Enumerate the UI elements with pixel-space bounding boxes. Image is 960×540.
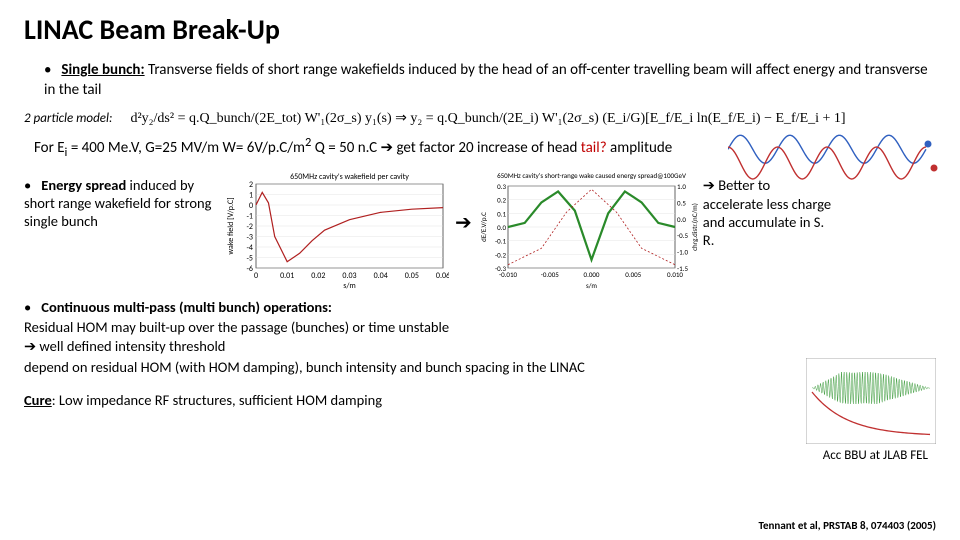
multipass-l2: Residual HOM may built-up over the passa… [24, 318, 449, 336]
svg-text:1.0: 1.0 [677, 182, 686, 191]
svg-text:wake field [V/p.C]: wake field [V/p.C] [226, 197, 236, 254]
svg-text:0.5: 0.5 [677, 198, 686, 207]
svg-text:s/m: s/m [586, 281, 597, 290]
svg-text:s/m: s/m [343, 281, 356, 290]
svg-text:-1.0: -1.0 [677, 248, 688, 257]
cure-rest: : Low impedance RF structures, sufficien… [52, 391, 382, 409]
cure-lead: Cure [24, 391, 52, 409]
page-title: LINAC Beam Break-Up [24, 12, 936, 47]
svg-text:0: 0 [249, 201, 253, 211]
svg-text:chrg.distr.(nC/m): chrg.distr.(nC/m) [690, 203, 699, 251]
svg-text:dE/E.V/p.C: dE/E.V/p.C [479, 212, 488, 242]
mid-row: • Energy spread induced by short range w… [24, 170, 936, 290]
svg-text:650MHz cavity's short-range wa: 650MHz cavity's short-range wake caused … [497, 171, 686, 180]
svg-text:0.0: 0.0 [497, 223, 506, 232]
wakefield-chart: -6-5-4-3-2-101200.010.020.030.040.050.06… [224, 170, 449, 290]
svg-text:-6: -6 [246, 264, 253, 274]
svg-text:0.0: 0.0 [677, 215, 686, 224]
bbu-chart [806, 358, 936, 444]
model-label: 2 particle model: [24, 111, 112, 126]
model-row: 2 particle model: d²y₂/ds² = q.Q_bunch/(… [24, 110, 936, 127]
two-wave-diagram [728, 130, 938, 185]
svg-text:0.01: 0.01 [280, 271, 294, 281]
svg-text:0: 0 [254, 271, 258, 281]
multipass-l4: depend on residual HOM (with HOM damping… [24, 358, 585, 376]
multipass-lead: Continuous multi-pass (multi bunch) oper… [41, 298, 332, 316]
svg-text:0.03: 0.03 [342, 271, 356, 281]
svg-text:-0.1: -0.1 [495, 237, 506, 246]
param-d: get factor 20 increase of head [393, 139, 581, 157]
bullet-lead: Single bunch: [61, 61, 144, 79]
energy-spread-text: • Energy spread induced by short range w… [24, 170, 224, 230]
svg-text:0.3: 0.3 [497, 182, 506, 191]
param-amp: amplitude [607, 139, 673, 157]
arrow-icon: ➔ [449, 170, 478, 235]
svg-text:0.010: 0.010 [667, 270, 683, 279]
svg-text:-0.005: -0.005 [540, 270, 559, 279]
param-b: = 400 Me.V, G=25 MV/m W= 6V/p.C/m [67, 139, 305, 157]
cure-line: Cure: Low impedance RF structures, suffi… [24, 391, 936, 409]
svg-text:-4: -4 [246, 243, 253, 253]
formula: d²y₂/ds² = q.Q_bunch/(2E_tot) W'₁(2σ_s) … [130, 110, 845, 127]
svg-text:2: 2 [249, 180, 253, 190]
bullet-rest: Transverse fields of short range wakefie… [44, 61, 928, 99]
param-tail: tail? [581, 139, 607, 157]
svg-text:-1: -1 [246, 212, 253, 222]
param-a: For E [34, 139, 65, 157]
svg-text:0.02: 0.02 [311, 271, 325, 281]
svg-text:-5: -5 [246, 254, 253, 264]
svg-text:650MHz cavity's wakefield per: 650MHz cavity's wakefield per cavity [290, 172, 409, 182]
multipass-block: • Continuous multi-pass (multi bunch) op… [24, 298, 744, 377]
citation: Tennant et al, PRSTAB 8, 074403 (2005) [758, 519, 936, 532]
svg-text:0.06: 0.06 [436, 271, 449, 281]
svg-text:-0.2: -0.2 [495, 250, 506, 259]
svg-text:0.1: 0.1 [497, 209, 506, 218]
svg-text:1: 1 [249, 191, 253, 201]
energy-lead: Energy spread [41, 176, 126, 194]
bbu-caption: Acc BBU at JLAB FEL [823, 448, 928, 463]
param-c: Q = 50 n.C [311, 139, 380, 157]
energy-spread-chart: -0.3-0.2-0.10.00.10.20.3-1.5-1.0-0.50.00… [478, 170, 703, 290]
svg-text:-2: -2 [246, 222, 253, 232]
svg-text:-0.010: -0.010 [499, 270, 518, 279]
bullet-single-bunch: • Single bunch: Transverse fields of sho… [44, 61, 936, 100]
better-body: Better to accelerate less charge and acc… [703, 176, 831, 249]
svg-text:-0.5: -0.5 [677, 231, 688, 240]
svg-text:0.2: 0.2 [497, 196, 506, 205]
svg-text:0.05: 0.05 [405, 271, 419, 281]
svg-text:0.005: 0.005 [625, 270, 641, 279]
svg-text:0.000: 0.000 [583, 270, 599, 279]
svg-text:0.04: 0.04 [374, 271, 388, 281]
multipass-l3: well defined intensity threshold [36, 337, 225, 355]
svg-text:-3: -3 [246, 233, 253, 243]
